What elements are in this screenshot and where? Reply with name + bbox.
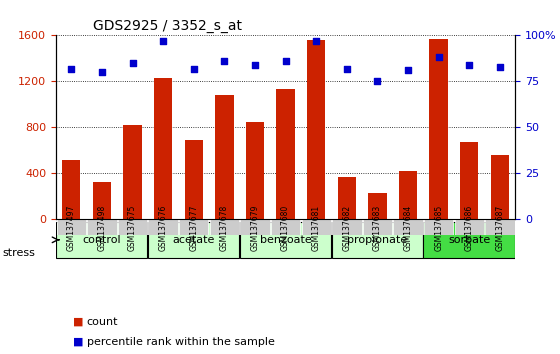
- Bar: [277, 90, 295, 219]
- Bar: [246, 122, 264, 219]
- Text: sorbate: sorbate: [448, 235, 491, 245]
- Text: GDS2925 / 3352_s_at: GDS2925 / 3352_s_at: [93, 19, 242, 33]
- FancyBboxPatch shape: [148, 222, 239, 258]
- Text: GSM137680: GSM137680: [281, 204, 290, 251]
- Point: [373, 79, 382, 84]
- Point: [342, 66, 351, 72]
- Text: ■: ■: [73, 337, 83, 347]
- FancyBboxPatch shape: [118, 219, 147, 235]
- Bar: [123, 125, 142, 219]
- Bar: [62, 160, 81, 219]
- Point: [128, 60, 137, 66]
- FancyBboxPatch shape: [423, 222, 515, 258]
- FancyBboxPatch shape: [57, 219, 86, 235]
- FancyBboxPatch shape: [179, 219, 208, 235]
- Point: [250, 62, 259, 68]
- Text: ■: ■: [73, 317, 83, 327]
- Bar: [215, 95, 234, 219]
- Text: propionate: propionate: [347, 235, 408, 245]
- Bar: [430, 39, 448, 219]
- Bar: [491, 155, 509, 219]
- Bar: [460, 142, 478, 219]
- Text: percentile rank within the sample: percentile rank within the sample: [87, 337, 274, 347]
- Text: GSM137683: GSM137683: [373, 204, 382, 251]
- Text: GSM137686: GSM137686: [465, 204, 474, 251]
- Text: control: control: [83, 235, 121, 245]
- Text: GSM137678: GSM137678: [220, 204, 229, 251]
- Text: acetate: acetate: [172, 235, 215, 245]
- Point: [312, 38, 321, 44]
- FancyBboxPatch shape: [240, 219, 270, 235]
- Text: GSM137682: GSM137682: [342, 204, 351, 251]
- Bar: [154, 78, 172, 219]
- FancyBboxPatch shape: [87, 219, 116, 235]
- FancyBboxPatch shape: [332, 219, 362, 235]
- Point: [281, 58, 290, 64]
- FancyBboxPatch shape: [301, 219, 331, 235]
- Text: GSM137676: GSM137676: [158, 204, 167, 251]
- Text: GSM137679: GSM137679: [250, 204, 259, 251]
- Point: [158, 38, 167, 44]
- Bar: [185, 140, 203, 219]
- Text: GSM137685: GSM137685: [434, 204, 443, 251]
- FancyBboxPatch shape: [393, 219, 423, 235]
- FancyBboxPatch shape: [209, 219, 239, 235]
- Point: [220, 58, 229, 64]
- Text: stress: stress: [3, 248, 36, 258]
- FancyBboxPatch shape: [424, 219, 454, 235]
- FancyBboxPatch shape: [332, 222, 423, 258]
- Point: [496, 64, 505, 69]
- Point: [189, 66, 198, 72]
- FancyBboxPatch shape: [455, 219, 484, 235]
- Point: [465, 62, 474, 68]
- Text: GSM137687: GSM137687: [496, 204, 505, 251]
- Bar: [399, 171, 417, 219]
- Text: GSM137677: GSM137677: [189, 204, 198, 251]
- Point: [97, 69, 106, 75]
- FancyBboxPatch shape: [56, 222, 147, 258]
- Bar: [307, 40, 325, 219]
- FancyBboxPatch shape: [363, 219, 392, 235]
- Text: benzoate: benzoate: [260, 235, 311, 245]
- Bar: [338, 177, 356, 219]
- Text: GSM137681: GSM137681: [312, 204, 321, 251]
- Text: GSM137675: GSM137675: [128, 204, 137, 251]
- Point: [434, 55, 443, 60]
- FancyBboxPatch shape: [240, 222, 331, 258]
- Text: GSM137684: GSM137684: [404, 204, 413, 251]
- Bar: [368, 193, 386, 219]
- Point: [67, 66, 76, 72]
- Point: [404, 68, 413, 73]
- FancyBboxPatch shape: [148, 219, 178, 235]
- FancyBboxPatch shape: [485, 219, 515, 235]
- Text: GSM137498: GSM137498: [97, 204, 106, 251]
- Text: GSM137497: GSM137497: [67, 204, 76, 251]
- FancyBboxPatch shape: [271, 219, 300, 235]
- Bar: [93, 182, 111, 219]
- Text: count: count: [87, 317, 118, 327]
